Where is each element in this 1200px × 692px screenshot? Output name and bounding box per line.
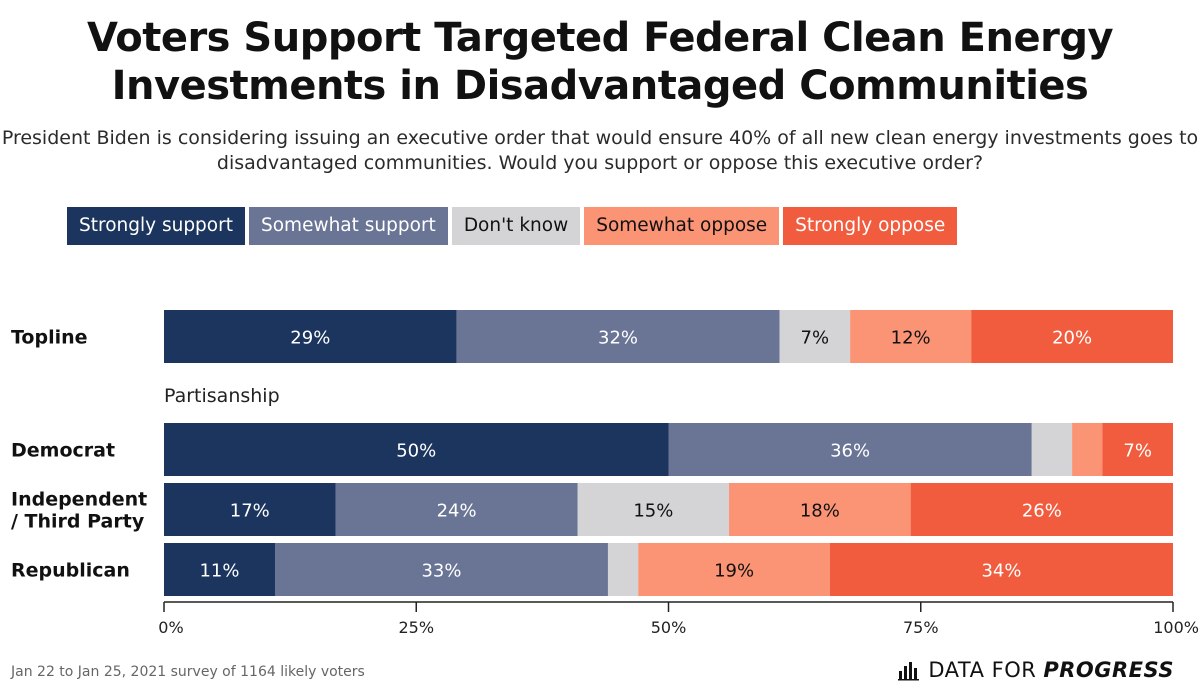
bar-segment bbox=[850, 310, 972, 363]
data-label: 18% bbox=[800, 501, 840, 522]
bar-segment bbox=[638, 543, 830, 596]
bar-segment bbox=[274, 543, 608, 596]
brand-text: DATA FOR bbox=[928, 658, 1037, 682]
bar-segment bbox=[577, 483, 730, 536]
bar-segment bbox=[779, 310, 851, 363]
data-label: 32% bbox=[598, 328, 638, 349]
chart-subtitle: President Biden is considering issuing a… bbox=[1, 127, 1199, 174]
data-label: 17% bbox=[230, 501, 270, 522]
legend-item-strongly-oppose: Strongly oppose bbox=[783, 207, 958, 245]
bar-segment bbox=[164, 543, 275, 596]
data-label: 11% bbox=[199, 561, 239, 582]
bar-segment bbox=[729, 483, 911, 536]
legend: Strongly support Somewhat support Don't kn… bbox=[67, 207, 961, 245]
chart-title: Voters Support Targeted Federal Clean En… bbox=[86, 15, 1114, 109]
bar-segment bbox=[1072, 423, 1103, 476]
data-label: 33% bbox=[421, 561, 461, 582]
data-label: 29% bbox=[290, 328, 330, 349]
data-label: 12% bbox=[891, 328, 931, 349]
data-label: 26% bbox=[1022, 501, 1062, 522]
x-tick-label: 75% bbox=[903, 618, 939, 637]
bar-segment bbox=[829, 543, 1173, 596]
data-label: 15% bbox=[633, 501, 673, 522]
row-label: Republican bbox=[11, 560, 130, 582]
bar-segment bbox=[1102, 423, 1173, 476]
brand-logo: DATA FOR PROGRESS bbox=[898, 655, 1174, 685]
bar-segment bbox=[607, 543, 639, 596]
data-label: 36% bbox=[830, 441, 870, 462]
survey-note: Jan 22 to Jan 25, 2021 survey of 1164 li… bbox=[11, 664, 365, 680]
row-label: Democrat bbox=[11, 440, 115, 462]
legend-item-somewhat-support: Somewhat support bbox=[248, 207, 448, 245]
data-label: 50% bbox=[396, 441, 436, 462]
bar-segment bbox=[164, 483, 336, 536]
data-label: 7% bbox=[1123, 441, 1152, 462]
bar-segment bbox=[164, 423, 669, 476]
bar-segment bbox=[164, 310, 457, 363]
x-tick-label: 0% bbox=[158, 618, 183, 637]
brand-text-bold: PROGRESS bbox=[1043, 658, 1174, 682]
data-label: 24% bbox=[437, 501, 477, 522]
data-label: 34% bbox=[981, 561, 1021, 582]
row-label: Independent / Third Party bbox=[11, 489, 147, 533]
legend-item-strongly-support: Strongly support bbox=[67, 207, 245, 245]
data-label: 7% bbox=[801, 328, 830, 349]
bar-segment bbox=[971, 310, 1173, 363]
row-label: Topline bbox=[11, 327, 88, 349]
bar-segment bbox=[456, 310, 780, 363]
data-label: 19% bbox=[714, 561, 754, 582]
group-label-partisanship: Partisanship bbox=[164, 385, 280, 407]
x-tick-label: 100% bbox=[1153, 618, 1199, 637]
bar-chart-icon bbox=[898, 662, 920, 681]
x-tick-label: 25% bbox=[398, 618, 434, 637]
bar-segment bbox=[335, 483, 578, 536]
bar-segment bbox=[1031, 423, 1073, 476]
bar-segment bbox=[910, 483, 1173, 536]
legend-item-somewhat-oppose: Somewhat oppose bbox=[584, 207, 780, 245]
data-label: 20% bbox=[1052, 328, 1092, 349]
x-tick-label: 50% bbox=[651, 618, 687, 637]
legend-item-don-t-know: Don't know bbox=[451, 207, 581, 245]
bar-segment bbox=[668, 423, 1032, 476]
